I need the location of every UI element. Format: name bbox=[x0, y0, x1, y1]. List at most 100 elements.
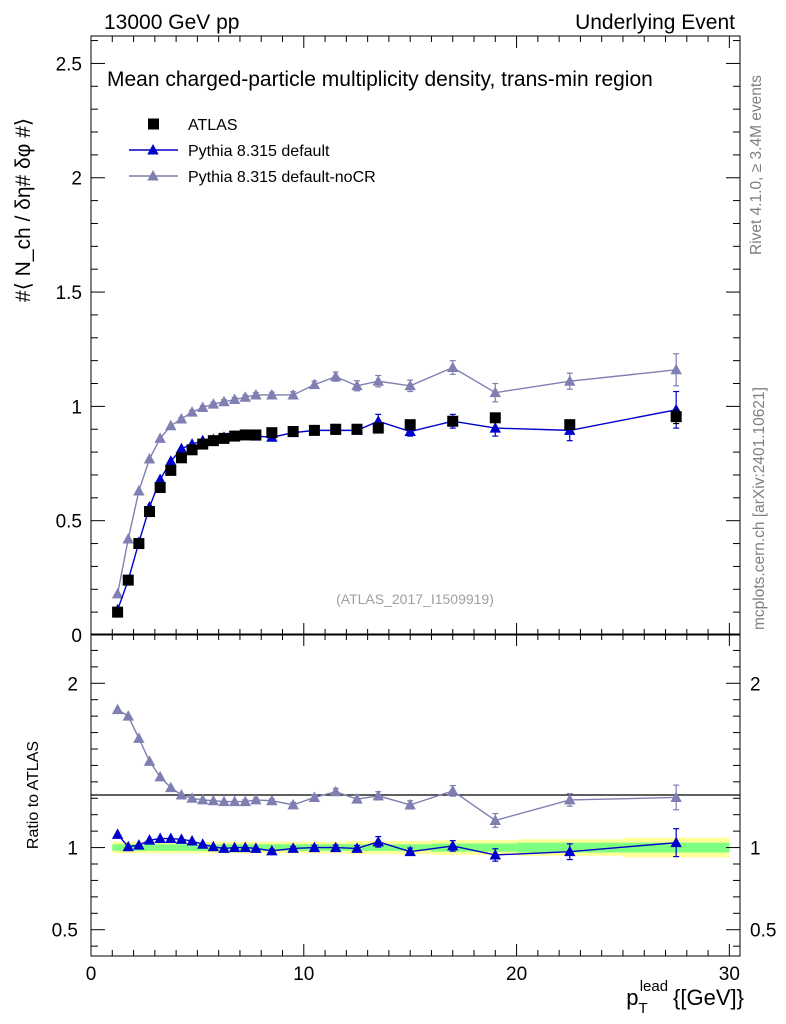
main-title: Mean charged-particle multiplicity densi… bbox=[107, 68, 653, 91]
atlas-point bbox=[165, 464, 177, 476]
watermark: (ATLAS_2017_I1509919) bbox=[336, 591, 494, 607]
ratio-pythia-nocr-point bbox=[564, 793, 576, 805]
pythia-nocr-point bbox=[266, 388, 278, 400]
pythia-nocr-point bbox=[111, 587, 124, 599]
ratio-pythia-default-point bbox=[186, 835, 198, 846]
main-panel: 0 0.5 1 1.5 2 2.5 Mean charged-particle multi… bbox=[12, 35, 741, 647]
ratio-pythia-default-point bbox=[165, 832, 177, 844]
atlas-point bbox=[287, 426, 299, 438]
ratio-pythia-default-point bbox=[250, 842, 262, 853]
atlas-point bbox=[122, 574, 134, 586]
atlas-point bbox=[133, 538, 145, 550]
ratio-pythia-nocr-point bbox=[143, 755, 156, 766]
x-label-sup: lead bbox=[640, 978, 668, 995]
legend-atlas-label: ATLAS bbox=[188, 117, 238, 134]
ratio-pythia-nocr-point bbox=[308, 791, 321, 802]
main-y-tick-labels: 0 0.5 1 1.5 2 2.5 bbox=[56, 54, 82, 647]
ratio-pythia-nocr-point bbox=[372, 789, 384, 801]
ratio-y-tick-label-right: 1 bbox=[750, 839, 761, 860]
band-stat-bin bbox=[154, 844, 166, 851]
ratio-pythia-default-point bbox=[404, 845, 416, 857]
ratio-pythia-default-point bbox=[308, 841, 321, 853]
ratio-y-tick-label-left: 2 bbox=[67, 674, 78, 695]
ratio-pythia-nocr-point bbox=[218, 795, 230, 807]
band-stat-bin bbox=[474, 843, 517, 852]
atlas-point bbox=[372, 422, 384, 434]
pythia-nocr-point bbox=[154, 432, 166, 443]
atlas-point bbox=[207, 435, 219, 447]
ratio-pythia-nocr-point bbox=[111, 703, 124, 715]
x-label-unit: {[GeV]} bbox=[673, 985, 744, 1010]
legend: ATLAS Pythia 8.315 default Pythia 8.315 de… bbox=[129, 117, 376, 186]
pythia-nocr-point bbox=[197, 401, 209, 413]
mcplots-label: mcplots.cern.ch [arXiv:2401.10621] bbox=[751, 387, 768, 630]
band-stat-bin bbox=[112, 844, 123, 851]
ratio-pythia-default-point bbox=[122, 840, 134, 852]
pythia-nocr-point bbox=[351, 379, 363, 391]
pythia-nocr-point bbox=[330, 370, 342, 382]
ratio-pythia-nocr-point bbox=[165, 781, 177, 793]
atlas-point bbox=[564, 419, 576, 431]
legend-pythia-default-marker bbox=[147, 144, 159, 155]
legend-pythia-nocr-marker bbox=[147, 170, 159, 181]
ratio-pythia-nocr-point bbox=[489, 814, 501, 825]
x-tick-label: 20 bbox=[506, 964, 527, 985]
pythia-nocr-point bbox=[143, 452, 156, 464]
x-label-base: p bbox=[626, 985, 638, 1010]
x-axis-label: pTlead {[GeV]} bbox=[626, 978, 744, 1017]
atlas-point bbox=[351, 423, 363, 435]
ratio-pythia-default-point bbox=[207, 840, 220, 852]
x-tick-label: 10 bbox=[293, 964, 314, 985]
main-frame bbox=[90, 35, 741, 636]
atlas-point bbox=[308, 424, 320, 436]
ratio-tick-labels: 0.5 0.51 12 20 10 20 30 bbox=[52, 674, 777, 985]
main-series bbox=[111, 353, 682, 618]
ratio-pythia-nocr-point bbox=[186, 792, 198, 803]
atlas-point bbox=[154, 482, 166, 494]
pythia-nocr-point bbox=[186, 406, 198, 417]
ratio-pythia-nocr-point bbox=[266, 794, 278, 806]
ratio-pythia-nocr-point bbox=[287, 798, 299, 810]
ratio-pythia-default-point bbox=[266, 844, 278, 856]
atlas-point bbox=[144, 506, 156, 518]
ratio-y-tick-label-right: 0.5 bbox=[750, 921, 776, 942]
atlas-point bbox=[218, 432, 230, 444]
pythia-nocr-point bbox=[250, 388, 262, 400]
atlas-point bbox=[266, 427, 278, 439]
main-y-tick-label: 2.5 bbox=[56, 54, 82, 75]
atlas-point bbox=[489, 412, 501, 424]
pythia-nocr-point bbox=[489, 386, 501, 398]
ratio-y-tick-label-left: 1 bbox=[67, 839, 78, 860]
band-stat-bin bbox=[165, 844, 177, 851]
pythia-nocr-point bbox=[207, 398, 220, 409]
ratio-pythia-nocr-point bbox=[330, 785, 342, 797]
main-y-tick-label: 0.5 bbox=[56, 512, 82, 533]
ratio-pythia-default-point bbox=[670, 836, 682, 848]
atlas-point bbox=[229, 430, 241, 442]
pythia-nocr-point bbox=[447, 361, 459, 373]
main-y-axis-label: #⟨ N_ch / δη# δφ #⟩ bbox=[12, 118, 35, 302]
band-stat-bin bbox=[176, 844, 187, 851]
ratio-y-tick-label-right: 2 bbox=[750, 674, 761, 695]
ratio-pythia-default-point bbox=[372, 835, 384, 847]
pythia-default-point bbox=[404, 425, 416, 437]
ratio-pythia-default-point bbox=[489, 848, 501, 860]
pythia-nocr-point bbox=[133, 484, 145, 496]
legend-pythia-nocr-label: Pythia 8.315 default-noCR bbox=[188, 169, 376, 186]
ratio-y-axis-label: Ratio to ATLAS bbox=[25, 741, 42, 849]
ratio-pythia-nocr-point bbox=[351, 793, 363, 804]
x-tick-label: 0 bbox=[86, 964, 97, 985]
beam-energy-label: 13000 GeV pp bbox=[104, 11, 239, 34]
atlas-point bbox=[250, 429, 262, 441]
main-y-tick-label: 2 bbox=[71, 169, 82, 190]
pythia-nocr-point bbox=[175, 412, 188, 424]
ratio-pythia-nocr-point bbox=[239, 795, 251, 807]
rivet-version-label: Rivet 4.1.0, ≥ 3.4M events bbox=[748, 75, 765, 255]
ratio-pythia-nocr-point bbox=[447, 784, 459, 796]
atlas-point bbox=[197, 438, 209, 450]
pythia-nocr-point bbox=[564, 375, 576, 386]
band-stat-bin bbox=[186, 844, 198, 851]
ratio-pythia-default-point bbox=[175, 833, 188, 844]
ratio-pythia-default-point bbox=[287, 842, 299, 853]
